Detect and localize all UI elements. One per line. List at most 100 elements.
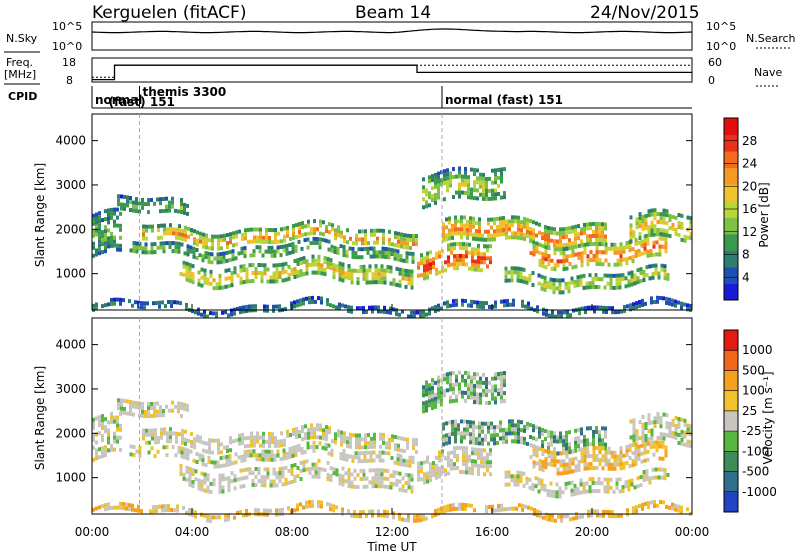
power-cell bbox=[588, 281, 592, 286]
power-cell bbox=[452, 167, 455, 171]
vel-cell bbox=[224, 476, 228, 481]
vel-cell bbox=[386, 510, 389, 515]
vel-cell bbox=[377, 480, 381, 485]
vel-cell bbox=[479, 380, 482, 385]
vel-cell bbox=[426, 471, 429, 476]
vel-cell bbox=[452, 383, 455, 387]
vel-cell bbox=[318, 441, 322, 446]
power-cell bbox=[341, 266, 345, 271]
vel-cell bbox=[242, 513, 245, 518]
vel-cell bbox=[445, 441, 448, 446]
vel-cell bbox=[329, 503, 332, 508]
vel-cell bbox=[500, 371, 503, 376]
vel-cell bbox=[302, 468, 306, 473]
power-cell bbox=[205, 241, 208, 246]
vel-cell bbox=[346, 436, 349, 441]
power-cell bbox=[363, 247, 367, 251]
vel-cell bbox=[650, 432, 654, 437]
power-cell bbox=[560, 314, 563, 319]
power-cell bbox=[310, 227, 313, 232]
power-cell bbox=[387, 251, 391, 256]
vel-cell bbox=[446, 388, 449, 393]
power-cell bbox=[302, 260, 306, 265]
vel-cell bbox=[541, 440, 544, 444]
vel-cell bbox=[327, 443, 331, 448]
power-cell bbox=[519, 275, 523, 280]
power-cell bbox=[144, 242, 148, 247]
power-cell bbox=[606, 273, 610, 278]
power-cell bbox=[320, 271, 324, 276]
power-cell bbox=[476, 180, 479, 185]
power-cell bbox=[374, 280, 378, 285]
power-cell bbox=[582, 273, 586, 278]
power-cell bbox=[200, 283, 204, 288]
vel-cell bbox=[570, 492, 574, 497]
vel-cell bbox=[267, 453, 271, 458]
power-cell bbox=[553, 243, 556, 248]
vel-cell bbox=[203, 472, 207, 477]
power-cell bbox=[680, 213, 684, 218]
power-cell bbox=[598, 226, 601, 231]
power-cell bbox=[540, 282, 544, 287]
power-cell bbox=[449, 303, 452, 308]
vel-cell bbox=[479, 396, 482, 401]
power-cell bbox=[434, 305, 437, 309]
xtick-label: 16:00 bbox=[475, 525, 510, 539]
power-cell bbox=[329, 303, 332, 308]
power-cell bbox=[656, 299, 659, 304]
vel-cell bbox=[246, 449, 250, 454]
power-cell bbox=[236, 306, 239, 311]
vel-cell bbox=[671, 430, 675, 435]
vel-cell bbox=[257, 467, 261, 471]
power-cell bbox=[446, 176, 449, 181]
vel-cell bbox=[517, 435, 520, 440]
power-cell bbox=[553, 239, 556, 244]
power-cell bbox=[485, 193, 488, 197]
vel-cell bbox=[592, 450, 596, 454]
vel-cell bbox=[155, 509, 158, 513]
vel-cell bbox=[144, 410, 147, 414]
power-cell bbox=[470, 191, 473, 196]
vel-cell bbox=[307, 435, 310, 440]
vel-cell bbox=[509, 506, 512, 511]
vel-cell bbox=[653, 504, 656, 508]
vel-cell bbox=[453, 454, 456, 459]
power-cell bbox=[646, 253, 650, 258]
power-cell bbox=[362, 306, 365, 311]
vel-cell bbox=[440, 390, 443, 395]
vel-cell bbox=[352, 433, 355, 438]
vel-cell bbox=[407, 518, 410, 523]
vel-cell bbox=[603, 489, 607, 494]
power-cell bbox=[153, 201, 156, 206]
power-cell bbox=[119, 227, 122, 232]
power-cell bbox=[520, 236, 523, 241]
vel-cell bbox=[397, 435, 400, 440]
power-cell bbox=[422, 313, 425, 318]
power-cell bbox=[208, 238, 211, 243]
power-cell bbox=[656, 232, 660, 236]
power-cell bbox=[571, 249, 575, 254]
power-cell bbox=[92, 241, 95, 246]
power-cell bbox=[559, 251, 563, 256]
vel-cell bbox=[647, 413, 651, 418]
power-cell bbox=[98, 239, 101, 244]
power-cell bbox=[278, 271, 282, 275]
vel-cell bbox=[477, 451, 480, 456]
power-cell bbox=[441, 249, 444, 254]
vel-cell bbox=[477, 467, 480, 472]
vel-cell bbox=[539, 510, 542, 515]
vel-cell bbox=[266, 512, 269, 517]
power-cell bbox=[606, 281, 610, 286]
power-cell bbox=[199, 231, 202, 236]
power-cell bbox=[368, 268, 372, 273]
power-cell bbox=[500, 167, 503, 172]
vel-cell bbox=[449, 399, 452, 404]
vel-cell bbox=[280, 431, 283, 436]
power-cell bbox=[223, 237, 226, 242]
power-cell bbox=[629, 223, 633, 228]
power-cell bbox=[180, 206, 183, 210]
power-cell bbox=[426, 267, 429, 272]
vel-cell bbox=[473, 388, 476, 393]
vel-cell bbox=[510, 478, 514, 483]
